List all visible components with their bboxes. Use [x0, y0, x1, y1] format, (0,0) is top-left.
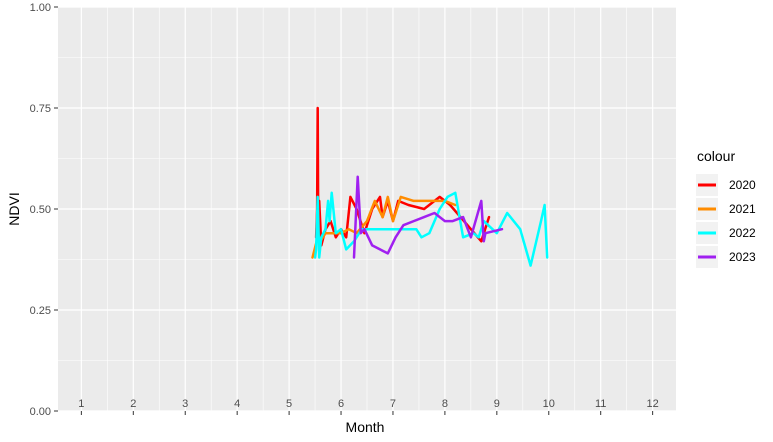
- x-axis-title: Month: [346, 419, 385, 435]
- legend-title: colour: [697, 148, 735, 164]
- legend-label-2020: 2020: [729, 178, 756, 192]
- x-tick-label: 1: [78, 398, 84, 410]
- x-tick-label: 11: [595, 398, 606, 410]
- y-axis-title: NDVI: [6, 192, 22, 225]
- series-line-2021: [311, 195, 457, 259]
- x-tick-label: 12: [647, 398, 659, 410]
- legend-label-2022: 2022: [729, 226, 756, 240]
- x-tick-label: 5: [286, 398, 292, 410]
- y-axis: 0.00 0.25 0.50 0.75 1.00: [30, 2, 58, 418]
- x-tick-label: 3: [182, 398, 188, 410]
- legend-item-2023: 2023: [696, 246, 756, 268]
- x-tick-label: 9: [494, 398, 500, 410]
- series-line-2023: [352, 175, 504, 259]
- y-tick-label: 0.25: [30, 305, 51, 317]
- series-layer: [311, 106, 549, 267]
- y-tick-label: 0.75: [30, 103, 51, 115]
- legend-label-2021: 2021: [729, 202, 756, 216]
- x-axis: [80, 411, 654, 415]
- x-tick-label: 2: [130, 398, 136, 410]
- series-line-2022: [313, 191, 549, 267]
- grid-major: [58, 6, 676, 412]
- y-tick-label: 0.00: [30, 406, 51, 418]
- legend-items: 2020 2021 2022 2023: [696, 174, 756, 268]
- x-tick-label: 7: [390, 398, 396, 410]
- x-tick-label: 6: [338, 398, 344, 410]
- legend-item-2022: 2022: [696, 222, 756, 244]
- x-tick-label: 8: [442, 398, 448, 410]
- legend-item-2021: 2021: [696, 198, 756, 220]
- y-tick-label: 1.00: [30, 2, 51, 14]
- legend-item-2020: 2020: [696, 174, 756, 196]
- x-tick-label: 10: [543, 398, 555, 410]
- x-tick-label: 4: [234, 398, 240, 410]
- x-tick-labels: 1 2 3 4 5 6 7 8 9 10 11 12: [78, 398, 658, 410]
- y-tick-label: 0.50: [30, 204, 51, 216]
- legend: colour 2020 2021 2022 2023: [696, 148, 756, 268]
- legend-label-2023: 2023: [729, 250, 756, 264]
